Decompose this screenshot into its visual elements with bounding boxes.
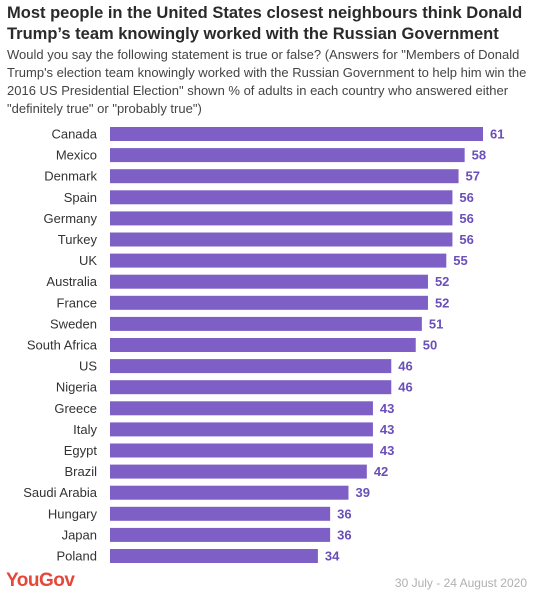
value-label: 34 (325, 549, 340, 564)
category-label: Germany (44, 211, 98, 226)
category-label: Italy (73, 422, 97, 437)
value-label: 42 (374, 464, 388, 479)
bar (110, 253, 447, 268)
category-label: Nigeria (56, 380, 98, 395)
bar (110, 190, 453, 205)
bar (110, 549, 318, 563)
category-label: UK (79, 253, 97, 268)
category-label: Egypt (64, 443, 98, 458)
value-label: 43 (380, 443, 394, 458)
category-label: Poland (57, 549, 97, 564)
value-label: 56 (459, 232, 473, 247)
chart-title: Most people in the United States closest… (7, 4, 523, 43)
value-label: 55 (453, 253, 467, 268)
category-label: Canada (51, 127, 97, 142)
bar (110, 443, 373, 458)
bar (110, 316, 422, 331)
value-label: 46 (398, 359, 412, 374)
category-label: Turkey (58, 232, 98, 247)
bar (110, 274, 428, 289)
value-label: 43 (380, 401, 394, 416)
bar (110, 169, 459, 184)
bar (110, 127, 483, 141)
bar (110, 380, 392, 395)
bar (110, 295, 428, 310)
category-label: France (57, 295, 97, 310)
value-label: 46 (398, 380, 412, 395)
bar (110, 401, 373, 416)
value-label: 56 (459, 190, 473, 205)
category-label: Greece (54, 401, 97, 416)
value-label: 52 (435, 295, 449, 310)
category-label: South Africa (27, 338, 98, 353)
category-label: Mexico (56, 148, 97, 163)
category-label: Brazil (64, 464, 97, 479)
bar (110, 359, 392, 374)
bar (110, 232, 453, 247)
value-label: 56 (459, 211, 473, 226)
bar (110, 422, 373, 437)
value-label: 51 (429, 316, 443, 331)
value-label: 36 (337, 506, 351, 521)
bar (110, 485, 349, 500)
value-label: 58 (472, 148, 486, 163)
fieldwork-date: 30 July - 24 August 2020 (394, 576, 527, 590)
value-label: 61 (490, 127, 504, 142)
value-label: 39 (355, 485, 369, 500)
value-label: 43 (380, 422, 394, 437)
bar (110, 148, 465, 163)
bar (110, 527, 331, 542)
yougov-logo: YouGov (6, 570, 75, 591)
category-label: Hungary (48, 506, 98, 521)
value-label: 50 (423, 338, 437, 353)
category-label: Japan (62, 527, 97, 542)
value-label: 36 (337, 527, 351, 542)
category-label: Saudi Arabia (23, 485, 97, 500)
category-label: US (79, 359, 97, 374)
bar (110, 211, 453, 226)
bar (110, 464, 367, 479)
bar-chart: Canada 61 Mexico 58 Denmark 57 Spain 56 Germany 5… (23, 127, 504, 564)
category-label: Sweden (50, 316, 97, 331)
value-label: 52 (435, 274, 449, 289)
category-label: Denmark (44, 169, 97, 184)
bar (110, 506, 331, 521)
category-label: Australia (46, 274, 97, 289)
bar (110, 338, 416, 352)
value-label: 57 (466, 169, 480, 184)
chart-subtitle: Would you say the following statement is… (7, 47, 527, 116)
category-label: Spain (64, 190, 97, 205)
